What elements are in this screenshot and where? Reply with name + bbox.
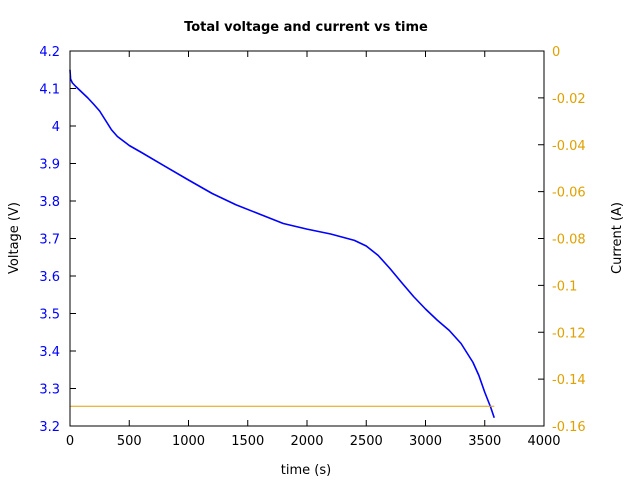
y2-tick-label: -0.14 [552,373,586,388]
y-tick-label: 4.1 [39,83,60,98]
chart-title: Total voltage and current vs time [184,20,428,35]
y2-axis-label: Current (A) [610,202,625,274]
y-tick-label: 3.9 [39,158,60,173]
x-tick-label: 500 [117,434,142,449]
y-tick-label: 3.5 [39,308,60,323]
x-tick-label: 2000 [290,434,323,449]
x-tick-label: 1000 [172,434,205,449]
y2-tick-label: -0.04 [552,139,586,154]
x-axis-label: time (s) [281,463,331,478]
x-tick-label: 3500 [468,434,501,449]
y-tick-label: 3.7 [39,233,60,248]
y-tick-label: 3.6 [39,270,60,285]
y-tick-label: 4 [52,120,60,135]
y2-tick-label: 0 [552,45,560,60]
y-axis-label: Voltage (V) [7,202,22,274]
y-tick-label: 3.4 [39,345,60,360]
y2-tick-label: -0.02 [552,92,586,107]
series-layer [69,69,495,419]
y-tick-label: 3.2 [39,420,60,435]
y-tick-label: 4.2 [39,45,60,60]
y2-tick-label: -0.08 [552,233,586,248]
y2-tick-label: -0.1 [552,279,577,294]
y2-tick-label: -0.06 [552,186,586,201]
x-tick-label: 2500 [350,434,383,449]
voltage-series-line [69,69,495,419]
plot-frame [69,50,545,427]
x-tick-label: 0 [66,434,74,449]
y-tick-label: 3.3 [39,383,60,398]
x-tick-label: 1500 [231,434,264,449]
ticks-layer: 0 500 1000 1500 2000 2500 3000 3500 4000 3.2 3.3 3.… [39,45,585,449]
y2-tick-label: -0.16 [552,420,586,435]
y2-tick-label: -0.12 [552,326,586,341]
y-tick-label: 3.8 [39,195,60,210]
x-tick-label: 3000 [409,434,442,449]
x-tick-label: 4000 [527,434,560,449]
